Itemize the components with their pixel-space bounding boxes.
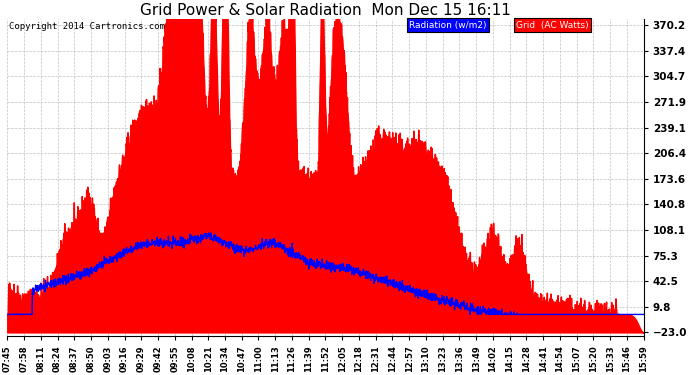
Text: Grid  (AC Watts): Grid (AC Watts) — [516, 21, 589, 30]
Text: Copyright 2014 Cartronics.com: Copyright 2014 Cartronics.com — [8, 22, 164, 31]
Title: Grid Power & Solar Radiation  Mon Dec 15 16:11: Grid Power & Solar Radiation Mon Dec 15 … — [140, 3, 511, 18]
Text: Radiation (w/m2): Radiation (w/m2) — [409, 21, 487, 30]
